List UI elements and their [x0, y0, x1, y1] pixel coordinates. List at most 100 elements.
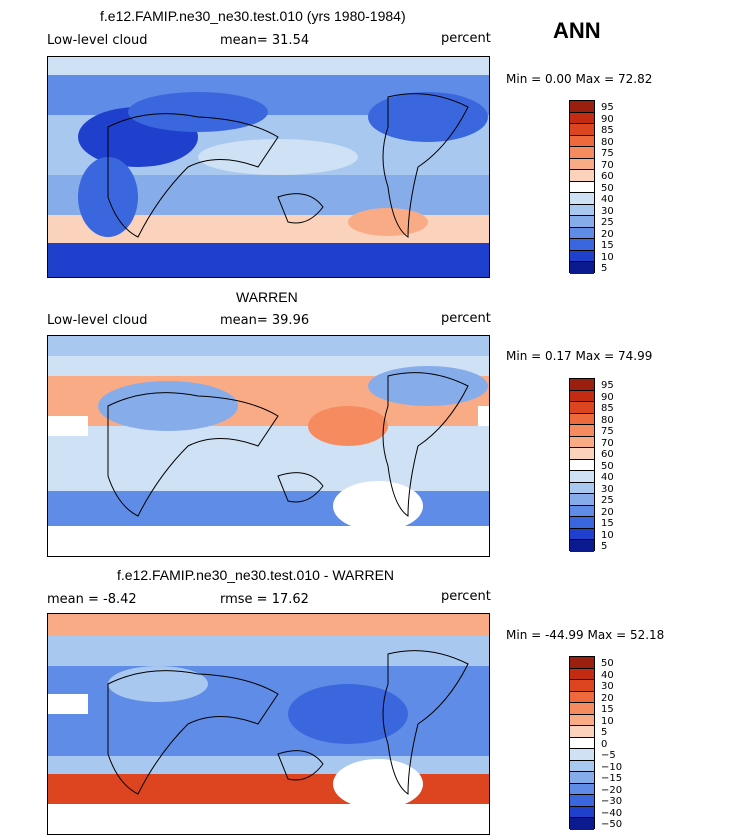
- colorbar-swatch: [570, 737, 594, 750]
- colorbar-label: 10: [601, 530, 614, 541]
- colorbar-label: 0: [601, 739, 608, 750]
- colorbar-label: 75: [601, 426, 614, 437]
- colorbar-label: 60: [601, 171, 614, 182]
- panel1-map: [47, 56, 490, 278]
- colorbar-swatch: [570, 505, 594, 518]
- colorbar-label: 80: [601, 415, 614, 426]
- colorbar-label: −30: [601, 796, 623, 807]
- colorbar-swatch: [570, 657, 594, 669]
- colorbar-label: 95: [601, 380, 614, 391]
- colorbar-swatch: [570, 726, 594, 738]
- colorbar-label: 10: [601, 252, 614, 263]
- colorbar-swatch: [570, 459, 594, 472]
- colorbar-swatch: [570, 425, 594, 437]
- colorbar-swatch: [570, 783, 594, 796]
- panel2-colorbar: [569, 378, 595, 552]
- colorbar-label: −40: [601, 808, 623, 819]
- panel2-units-label: percent: [441, 311, 491, 326]
- colorbar-swatch: [570, 517, 594, 529]
- colorbar-swatch: [570, 239, 594, 251]
- colorbar-swatch: [570, 760, 594, 773]
- colorbar-swatch: [570, 227, 594, 240]
- panel3-minmax: Min = -44.99 Max = 52.18: [506, 628, 665, 642]
- colorbar-swatch: [570, 540, 594, 552]
- panel3-colorbar: [569, 656, 595, 830]
- colorbar-swatch: [570, 170, 594, 182]
- panel3-mean-label: mean = -8.42: [47, 592, 137, 607]
- panel2-map-field: [48, 336, 489, 556]
- colorbar-label: 25: [601, 217, 614, 228]
- colorbar-swatch: [570, 448, 594, 460]
- colorbar-label: 90: [601, 114, 614, 125]
- colorbar-label: 10: [601, 716, 614, 727]
- colorbar-label: 15: [601, 240, 614, 251]
- colorbar-label: 85: [601, 403, 614, 414]
- colorbar-label: 40: [601, 472, 614, 483]
- colorbar-swatch: [570, 806, 594, 819]
- panel2-mean-label: mean= 39.96: [220, 313, 310, 328]
- colorbar-label: 50: [601, 183, 614, 194]
- colorbar-swatch: [570, 482, 594, 495]
- colorbar-label: 70: [601, 438, 614, 449]
- panel1-mean-label: mean= 31.54: [220, 33, 310, 48]
- colorbar-label: 30: [601, 484, 614, 495]
- colorbar-swatch: [570, 494, 594, 506]
- colorbar-label: −10: [601, 762, 623, 773]
- colorbar-label: 15: [601, 704, 614, 715]
- colorbar-swatch: [570, 471, 594, 483]
- colorbar-label: 20: [601, 693, 614, 704]
- colorbar-swatch: [570, 262, 594, 274]
- colorbar-label: 85: [601, 125, 614, 136]
- panel2-map: [47, 335, 490, 557]
- colorbar-swatch: [570, 714, 594, 727]
- colorbar-label: 20: [601, 507, 614, 518]
- panel1-colorbar: [569, 100, 595, 274]
- colorbar-label: 5: [601, 727, 608, 738]
- panel3-map-field: [48, 614, 489, 834]
- panel1-units-label: percent: [441, 31, 491, 46]
- colorbar-swatch: [570, 436, 594, 449]
- panel3-units-label: percent: [441, 589, 491, 604]
- colorbar-swatch: [570, 413, 594, 426]
- colorbar-swatch: [570, 668, 594, 681]
- colorbar-label: 15: [601, 518, 614, 529]
- colorbar-swatch: [570, 818, 594, 830]
- panel1-variable-label: Low-level cloud: [47, 33, 148, 48]
- panel2-title: WARREN: [236, 289, 298, 305]
- colorbar-swatch: [570, 390, 594, 403]
- colorbar-swatch: [570, 216, 594, 228]
- colorbar-swatch: [570, 181, 594, 194]
- colorbar-swatch: [570, 193, 594, 205]
- panel2-minmax: Min = 0.17 Max = 74.99: [506, 349, 653, 363]
- colorbar-label: −20: [601, 785, 623, 796]
- colorbar-swatch: [570, 379, 594, 391]
- panel2-variable-label: Low-level cloud: [47, 313, 148, 328]
- colorbar-swatch: [570, 749, 594, 761]
- season-label: ANN: [553, 18, 601, 43]
- colorbar-swatch: [570, 204, 594, 217]
- colorbar-label: 20: [601, 229, 614, 240]
- panel1-map-field: [48, 57, 489, 277]
- panel3-rmse-label: rmse = 17.62: [220, 592, 309, 607]
- colorbar-label: 5: [601, 263, 608, 274]
- panel1-minmax: Min = 0.00 Max = 72.82: [506, 72, 653, 86]
- colorbar-swatch: [570, 795, 594, 807]
- colorbar-swatch: [570, 402, 594, 414]
- colorbar-swatch: [570, 158, 594, 171]
- colorbar-label: 40: [601, 194, 614, 205]
- colorbar-swatch: [570, 703, 594, 715]
- colorbar-swatch: [570, 772, 594, 784]
- colorbar-swatch: [570, 528, 594, 541]
- colorbar-label: 95: [601, 102, 614, 113]
- colorbar-swatch: [570, 680, 594, 692]
- colorbar-swatch: [570, 124, 594, 136]
- colorbar-label: 5: [601, 541, 608, 552]
- colorbar-swatch: [570, 112, 594, 125]
- colorbar-label: 40: [601, 670, 614, 681]
- colorbar-label: −50: [601, 819, 623, 830]
- colorbar-swatch: [570, 135, 594, 148]
- colorbar-label: 25: [601, 495, 614, 506]
- colorbar-label: 75: [601, 148, 614, 159]
- colorbar-label: 70: [601, 160, 614, 171]
- colorbar-swatch: [570, 691, 594, 704]
